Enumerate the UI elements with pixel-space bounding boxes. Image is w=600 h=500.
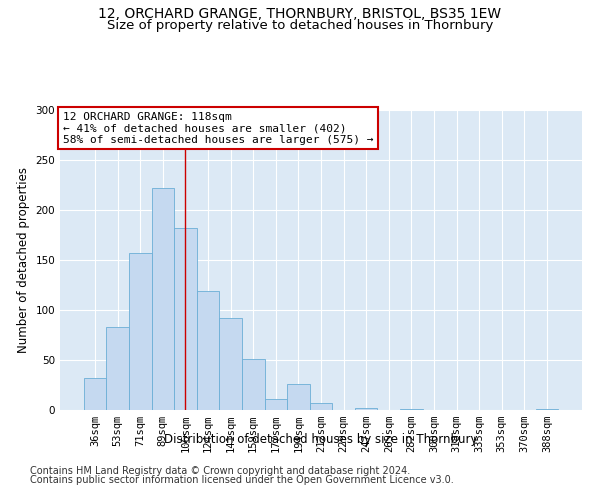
Bar: [536, 409, 558, 410]
Bar: [220, 318, 242, 410]
Bar: [84, 378, 106, 410]
Text: Size of property relative to detached houses in Thornbury: Size of property relative to detached ho…: [107, 19, 493, 32]
Bar: [129, 253, 152, 410]
Bar: [106, 327, 129, 410]
Text: Distribution of detached houses by size in Thornbury: Distribution of detached houses by size …: [164, 432, 478, 446]
Text: 12, ORCHARD GRANGE, THORNBURY, BRISTOL, BS35 1EW: 12, ORCHARD GRANGE, THORNBURY, BRISTOL, …: [98, 8, 502, 22]
Text: Contains HM Land Registry data © Crown copyright and database right 2024.: Contains HM Land Registry data © Crown c…: [30, 466, 410, 476]
Bar: [355, 408, 377, 410]
Text: Contains public sector information licensed under the Open Government Licence v3: Contains public sector information licen…: [30, 475, 454, 485]
Bar: [152, 188, 174, 410]
Bar: [287, 384, 310, 410]
Bar: [174, 228, 197, 410]
Bar: [242, 359, 265, 410]
Bar: [400, 409, 422, 410]
Bar: [310, 403, 332, 410]
Bar: [197, 291, 220, 410]
Bar: [265, 399, 287, 410]
Text: 12 ORCHARD GRANGE: 118sqm
← 41% of detached houses are smaller (402)
58% of semi: 12 ORCHARD GRANGE: 118sqm ← 41% of detac…: [62, 112, 373, 144]
Y-axis label: Number of detached properties: Number of detached properties: [17, 167, 30, 353]
